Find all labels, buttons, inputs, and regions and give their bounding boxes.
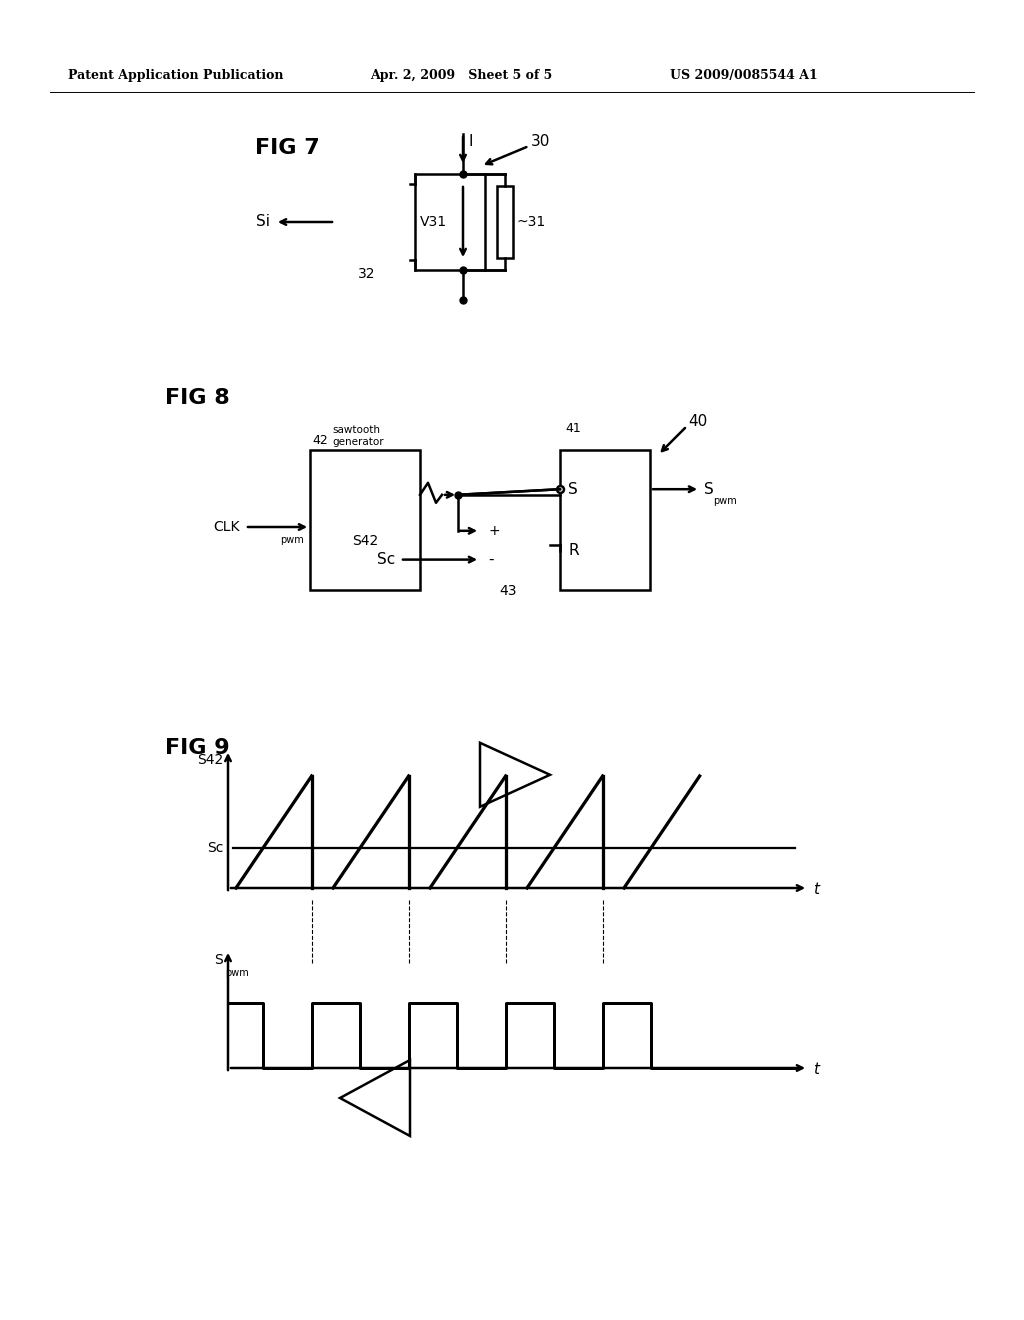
Text: 40: 40 [688,414,708,429]
Text: FIG 7: FIG 7 [255,139,319,158]
Text: FIG 9: FIG 9 [165,738,229,758]
Text: Sc: Sc [377,552,395,568]
Text: Apr. 2, 2009   Sheet 5 of 5: Apr. 2, 2009 Sheet 5 of 5 [370,69,552,82]
Text: ~31: ~31 [516,215,545,228]
Text: Sc: Sc [207,841,223,855]
Text: t: t [813,1063,819,1077]
Text: pwm: pwm [280,535,304,545]
Text: V31: V31 [420,215,447,228]
Text: +: + [488,524,500,537]
Text: S: S [568,482,578,496]
Bar [310,450,420,590]
Bar [560,450,650,590]
Text: pwm: pwm [225,968,249,978]
Text: pwm: pwm [713,496,736,506]
Text: Patent Application Publication: Patent Application Publication [68,69,284,82]
Text: 43: 43 [500,585,517,598]
Text: 42: 42 [312,434,328,447]
Text: -: - [488,552,494,568]
Text: t: t [813,883,819,898]
Text: sawtooth
generator: sawtooth generator [332,425,384,447]
Text: S42: S42 [197,752,223,767]
Bar [415,174,485,271]
Text: R: R [568,544,579,558]
Text: 30: 30 [531,135,550,149]
Text: 32: 32 [358,267,376,281]
Text: 41: 41 [565,421,581,434]
Text: Si: Si [256,214,270,230]
Bar [497,186,513,257]
Text: I: I [469,135,473,149]
Text: US 2009/0085544 A1: US 2009/0085544 A1 [670,69,818,82]
Text: FIG 8: FIG 8 [165,388,229,408]
Text: CLK: CLK [213,520,240,535]
Text: S42: S42 [352,535,378,548]
Text: S: S [705,482,714,496]
Text: S: S [214,953,223,968]
